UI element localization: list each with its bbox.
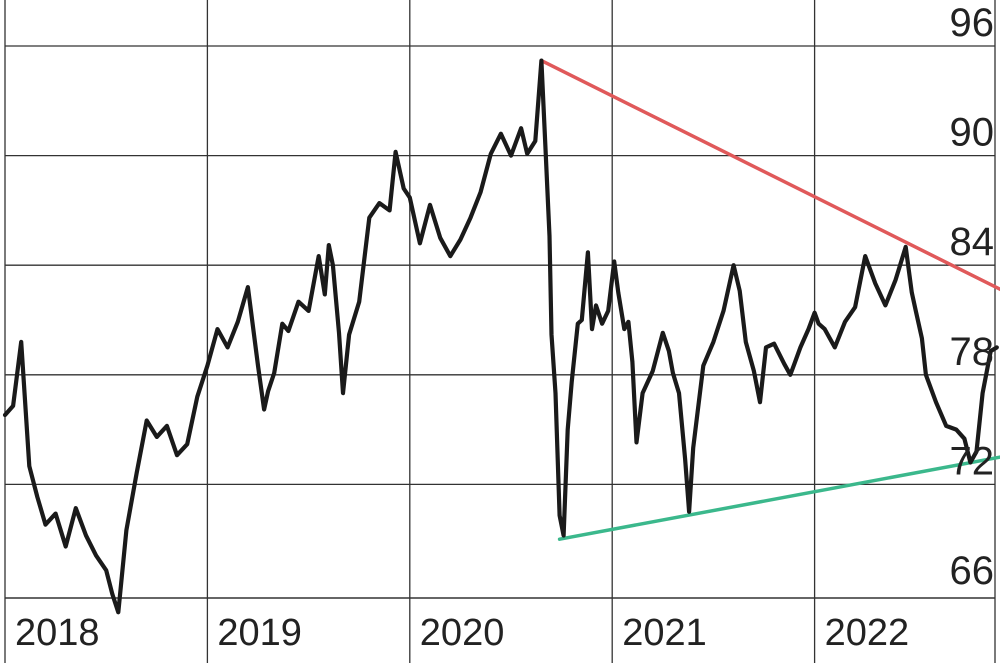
- y-tick-label: 72: [950, 439, 995, 483]
- x-tick-label: 2018: [15, 612, 100, 654]
- price-line-0: [2, 58, 999, 615]
- y-tick-label: 84: [950, 220, 995, 264]
- y-tick-label: 90: [950, 111, 995, 155]
- price-series: [2, 58, 999, 615]
- y-tick-label: 66: [950, 549, 995, 593]
- x-axis-ticks: 2018 2019 2020 2021 2022: [15, 612, 909, 654]
- grid: [4, 0, 996, 663]
- y-axis-ticks: 66 72 78 84 90 96: [950, 1, 995, 593]
- support-trendline: [557, 455, 1000, 541]
- resistance-trendline: [539, 58, 1000, 292]
- x-tick-label: 2022: [825, 612, 910, 654]
- y-tick-label: 78: [950, 330, 995, 374]
- x-tick-label: 2021: [622, 612, 707, 654]
- x-tick-label: 2020: [420, 612, 505, 654]
- y-tick-label: 96: [950, 1, 995, 45]
- x-tick-label: 2019: [217, 612, 302, 654]
- trendlines: [539, 58, 1000, 541]
